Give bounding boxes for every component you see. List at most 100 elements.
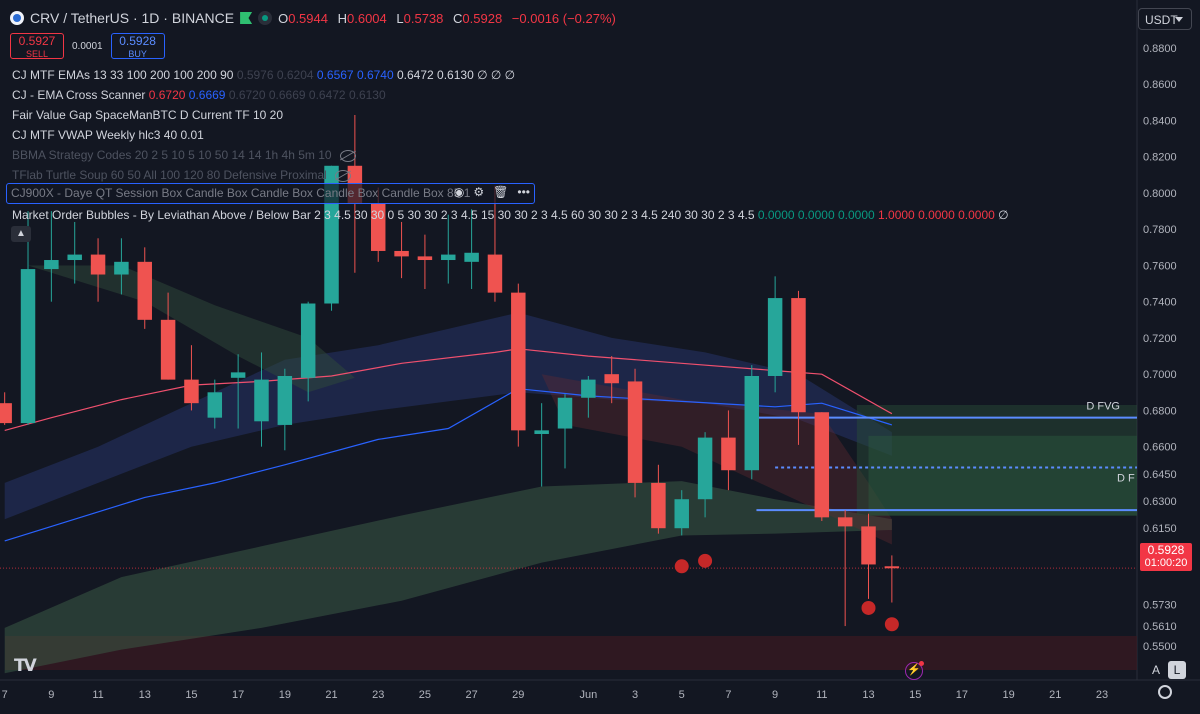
price-tick-label: 0.7200 <box>1143 333 1177 345</box>
candle-body <box>814 412 830 518</box>
time-tick-label: 25 <box>419 689 431 701</box>
candle-body <box>300 303 316 378</box>
time-tick-label: 29 <box>512 689 524 701</box>
candle-body <box>394 250 409 257</box>
candle-body <box>791 298 806 413</box>
time-tick-label: 11 <box>816 689 827 701</box>
time-tick-label: 9 <box>772 689 778 701</box>
price-tick-label: 0.8600 <box>1143 79 1177 91</box>
chart-header: CRV / TetherUS · 1D · BINANCE O0.5944 H0… <box>0 0 1138 230</box>
symbol-line: CRV / TetherUS · 1D · BINANCE O0.5944 H0… <box>10 10 622 26</box>
candle-body <box>44 260 59 270</box>
candle-body <box>581 379 596 398</box>
flag-icon[interactable] <box>240 12 253 24</box>
market-status-icon[interactable] <box>258 11 273 25</box>
last-price-label: 0.5928 01:00:20 <box>1140 543 1192 571</box>
indicator-bbma[interactable]: BBMA Strategy Codes 20 2 5 10 5 10 50 14… <box>12 148 356 162</box>
price-tick-label: 0.7600 <box>1143 260 1177 272</box>
price-tick-label: 0.8800 <box>1143 43 1177 55</box>
buy-button[interactable]: 0.5928 BUY <box>110 33 165 59</box>
time-tick-label: 21 <box>325 689 337 701</box>
candle-body <box>837 517 853 527</box>
candle-body <box>627 381 643 483</box>
ema-red-line <box>4 348 893 431</box>
tradingview-logo-icon[interactable]: TV <box>14 656 37 676</box>
indicator-turtle-soup[interactable]: TFlab Turtle Soup 60 50 All 100 120 80 D… <box>12 168 351 182</box>
hidden-eye-icon[interactable] <box>334 169 351 182</box>
change-readout: −0.0016 (−0.27%) <box>511 10 616 26</box>
indicator-ema[interactable]: CJ MTF EMAs 13 33 100 200 100 200 90 0.5… <box>12 68 516 82</box>
eye-icon[interactable]: ◉ <box>453 185 465 199</box>
indicator-fvg[interactable]: Fair Value Gap SpaceManBTC D Current TF … <box>12 108 284 122</box>
candle-body <box>697 437 713 500</box>
candle-body <box>861 526 876 565</box>
indicator-vwap[interactable]: CJ MTF VWAP Weekly hlc3 40 0.01 <box>12 128 204 142</box>
candle-body <box>137 261 152 320</box>
candle-body <box>534 430 549 434</box>
candle-body <box>744 375 760 471</box>
candle-body <box>511 292 526 431</box>
sell-buy-panel: 0.5927 SELL 0.0001 0.5928 BUY <box>10 33 165 59</box>
candle-body <box>184 379 199 404</box>
candle-body <box>0 403 12 424</box>
trash-icon[interactable]: 🗑 <box>493 185 509 199</box>
time-tick-label: 15 <box>185 689 197 701</box>
indicator-session-box-selected[interactable]: CJ900X - Daye QT Session Box Candle Box … <box>6 183 535 204</box>
green-cloud-2 <box>28 265 355 393</box>
auto-scale-button[interactable]: A <box>1151 663 1160 677</box>
fvg-zone-inner <box>868 435 1137 516</box>
chart-settings-gear-icon[interactable] <box>1158 685 1172 699</box>
candle-body <box>207 392 223 418</box>
log-scale-button[interactable]: L <box>1168 661 1186 679</box>
indicator-cross-scanner[interactable]: CJ - EMA Cross Scanner 0.6720 0.6669 0.6… <box>12 88 386 102</box>
price-tick-label: 0.7000 <box>1143 369 1177 381</box>
time-tick-label: 3 <box>632 689 638 701</box>
symbol-title[interactable]: CRV / TetherUS · 1D · BINANCE <box>30 10 235 26</box>
candle-body <box>370 203 386 251</box>
price-tick-label: 0.6800 <box>1143 405 1177 417</box>
candle-body <box>464 252 479 262</box>
ema-blue-line <box>4 388 893 542</box>
indicator-order-bubbles[interactable]: Market Order Bubbles - By Leviathan Abov… <box>12 208 1009 222</box>
candle-body <box>721 437 736 471</box>
time-tick-label: 19 <box>279 689 291 701</box>
time-tick-label: 17 <box>232 689 244 701</box>
time-tick-label: 7 <box>2 689 8 701</box>
ohlc-readout: O0.5944 H0.6004 L0.5738 C0.5928 −0.0016 … <box>278 10 616 26</box>
green-cloud <box>4 481 892 674</box>
price-tick-label: 0.7400 <box>1143 297 1177 309</box>
hidden-eye-icon[interactable] <box>339 149 356 162</box>
candle-body <box>114 261 129 275</box>
candle-body <box>767 298 783 376</box>
spread-value: 0.0001 <box>72 40 103 52</box>
candle-body <box>604 374 619 384</box>
candle-body <box>67 254 82 261</box>
collapse-legend-button[interactable]: ▲ <box>11 226 31 242</box>
price-tick-label: 0.6150 <box>1143 523 1177 535</box>
candle-body <box>90 254 106 275</box>
order-bubble <box>698 553 713 568</box>
candle-body <box>441 254 456 261</box>
time-tick-label: 23 <box>372 689 384 701</box>
fvg-label: D FVG <box>1086 401 1120 413</box>
price-tick-label: 0.8000 <box>1143 188 1177 200</box>
candle-body <box>674 499 689 529</box>
more-icon[interactable]: ••• <box>517 185 530 199</box>
time-tick-label: 17 <box>956 689 968 701</box>
sell-button[interactable]: 0.5927 SELL <box>10 33 64 59</box>
price-tick-label: 0.5500 <box>1143 641 1177 653</box>
time-tick-label: 21 <box>1049 689 1061 701</box>
price-tick-label: 0.5730 <box>1143 599 1177 611</box>
time-tick-label: 27 <box>465 689 477 701</box>
settings-icon[interactable]: ⚙ <box>473 185 485 199</box>
time-tick-label: 15 <box>909 689 921 701</box>
candle-body <box>557 397 573 429</box>
alert-bolt-icon[interactable]: ⚡ <box>905 661 924 680</box>
time-tick-label: 9 <box>48 689 54 701</box>
price-tick-label: 0.8200 <box>1143 152 1177 164</box>
time-tick-label: 11 <box>92 689 103 701</box>
price-tick-label: 0.7800 <box>1143 224 1177 236</box>
currency-select[interactable]: USDT <box>1138 8 1192 30</box>
order-bubble <box>674 559 689 574</box>
